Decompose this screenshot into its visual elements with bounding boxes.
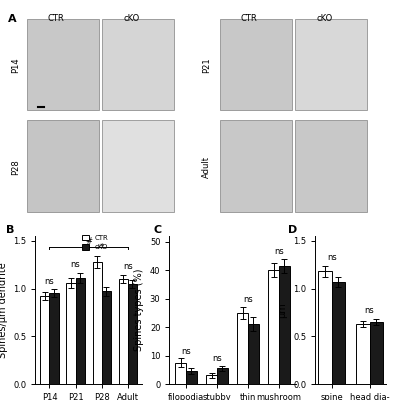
Bar	[175, 363, 186, 384]
Text: P21: P21	[202, 58, 211, 73]
Bar	[49, 293, 59, 384]
Legend: CTR, cKO: CTR, cKO	[79, 232, 111, 253]
Y-axis label: Spines types (%): Spines types (%)	[134, 269, 144, 351]
Text: CTR: CTR	[48, 14, 65, 23]
Bar	[318, 271, 332, 384]
Text: C: C	[153, 225, 161, 235]
Bar	[76, 278, 85, 384]
FancyBboxPatch shape	[220, 120, 292, 212]
Bar	[93, 262, 102, 384]
Bar	[332, 282, 345, 384]
Text: ns: ns	[243, 295, 253, 304]
FancyBboxPatch shape	[27, 19, 98, 110]
Bar	[268, 270, 279, 384]
Bar	[279, 266, 290, 384]
Text: A: A	[8, 14, 17, 24]
Text: D: D	[288, 225, 297, 235]
Bar	[248, 324, 259, 384]
Bar	[186, 371, 197, 384]
Text: *: *	[100, 243, 104, 252]
Text: ns: ns	[365, 306, 375, 315]
FancyBboxPatch shape	[27, 120, 98, 212]
Text: cKO: cKO	[316, 14, 333, 23]
Text: Adult: Adult	[202, 156, 211, 178]
Text: #: #	[85, 236, 92, 246]
Bar	[102, 291, 111, 384]
Text: ns: ns	[123, 262, 133, 271]
Y-axis label: μm: μm	[277, 302, 288, 318]
Bar	[217, 368, 228, 384]
Text: CTR: CTR	[241, 14, 258, 23]
Y-axis label: Spines/μm dendrite: Spines/μm dendrite	[0, 262, 8, 358]
Bar	[119, 279, 128, 384]
Text: ns: ns	[71, 260, 80, 270]
Bar	[356, 324, 370, 384]
Text: ns: ns	[45, 277, 54, 286]
Bar	[128, 284, 137, 384]
Bar	[370, 322, 383, 384]
Text: P28: P28	[11, 159, 20, 175]
FancyBboxPatch shape	[296, 120, 367, 212]
Text: ns: ns	[181, 346, 191, 356]
Text: P14: P14	[11, 58, 20, 73]
FancyBboxPatch shape	[102, 120, 174, 212]
Bar	[206, 376, 217, 384]
FancyBboxPatch shape	[296, 19, 367, 110]
Bar	[40, 296, 49, 384]
Text: ns: ns	[274, 247, 284, 256]
Bar	[237, 313, 248, 384]
Text: cKO: cKO	[123, 14, 139, 23]
Bar	[67, 283, 76, 384]
Text: ns: ns	[212, 354, 222, 363]
FancyBboxPatch shape	[220, 19, 292, 110]
FancyBboxPatch shape	[102, 19, 174, 110]
Text: B: B	[6, 225, 14, 235]
Text: ns: ns	[327, 253, 336, 262]
